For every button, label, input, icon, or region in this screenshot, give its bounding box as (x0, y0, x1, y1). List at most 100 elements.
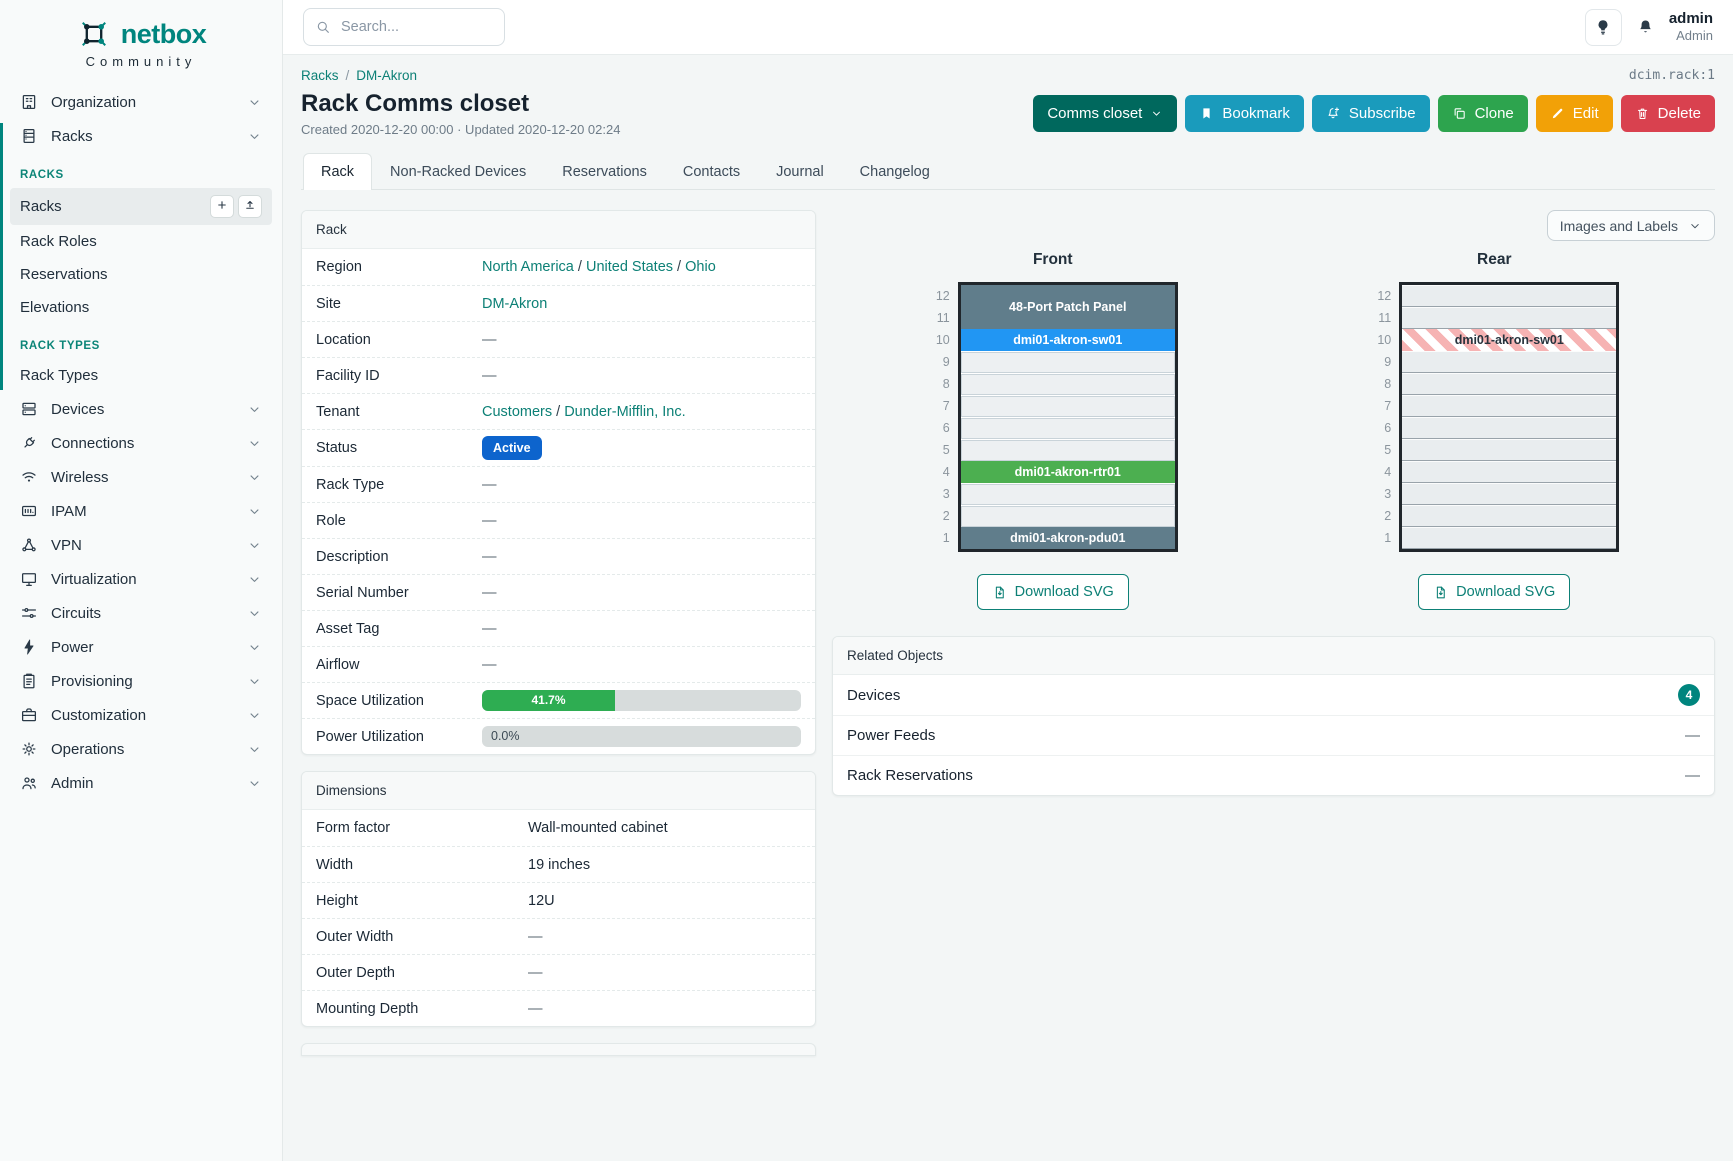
logo-text: netbox (120, 18, 207, 49)
breadcrumb-link-dm-akron[interactable]: DM-Akron (356, 68, 418, 83)
sidebar-item-rack-roles[interactable]: Rack Roles (20, 233, 97, 250)
sidebar-item-reservations[interactable]: Reservations (20, 266, 108, 283)
tab-non-racked-devices[interactable]: Non-Racked Devices (390, 164, 527, 180)
netbox-logo[interactable]: netbox (0, 0, 282, 52)
rack-unit-slot (960, 351, 1175, 373)
unit-number: 2 (1384, 509, 1392, 523)
bookmark-button[interactable]: Bookmark (1185, 95, 1304, 132)
rack-unit-slot (1402, 439, 1617, 461)
rack-unit-slot (1402, 395, 1617, 417)
power-icon (20, 638, 38, 656)
theme-toggle-button[interactable] (1584, 8, 1622, 46)
expanded-menu-group: Racks RACKS Racks Rack Roles Reservations Ele… (0, 119, 272, 392)
sidebar-item-provisioning[interactable]: Provisioning (10, 664, 272, 698)
clone-button[interactable]: Clone (1437, 95, 1528, 132)
user-role: Admin (1676, 28, 1713, 44)
sidebar-item-devices[interactable]: Devices (10, 392, 272, 426)
rear-rack: dmi01-akron-sw01 (1399, 282, 1620, 552)
unit-number: 5 (1384, 443, 1392, 457)
rack-unit-slot (1402, 307, 1617, 329)
sidebar-item-power[interactable]: Power (10, 630, 272, 664)
tab-reservations[interactable]: Reservations (562, 164, 647, 180)
sidebar-item-elevations[interactable]: Elevations (20, 299, 90, 316)
front-rack: 48-Port Patch Panel dmi01-akron-sw01 dmi01… (957, 282, 1178, 552)
user-menu[interactable]: admin Admin (1669, 10, 1713, 45)
edit-button[interactable]: Edit (1535, 95, 1613, 132)
rack-unit-slot (1402, 461, 1617, 483)
attr-link-dm-akron[interactable]: DM-Akron (482, 295, 548, 312)
chevron-down-icon (247, 402, 262, 417)
rack-unit-slot (960, 395, 1175, 417)
subscribe-button[interactable]: Subscribe (1311, 95, 1430, 132)
sidebar-item-racks[interactable]: Racks (10, 188, 272, 225)
rack-selector-dropdown[interactable]: Comms closet (1033, 95, 1178, 132)
provisioning-icon (20, 672, 38, 690)
sidebar-item-wireless[interactable]: Wireless (10, 460, 272, 494)
tab-changelog[interactable]: Changelog (859, 164, 930, 180)
rear-elevation-block: Rear 12 11 10 9 8 7 6 5 4 3 2 1 dmi01-akron-sw01 Do… (1274, 243, 1716, 610)
breadcrumb-link-racks[interactable]: Racks (301, 68, 339, 83)
trash-icon (1635, 106, 1650, 121)
download-svg-front-button[interactable]: Download SVG (976, 574, 1129, 610)
rack-device-dmi01-akron-rtr01[interactable]: dmi01-akron-rtr01 (960, 461, 1175, 483)
sidebar-item-circuits[interactable]: Circuits (10, 596, 272, 630)
related-row-rack-reservations[interactable]: Rack Reservations — (833, 755, 1714, 795)
unit-number: 10 (935, 333, 950, 347)
rack-unit-slot (1402, 351, 1617, 373)
plus-button[interactable] (210, 195, 234, 218)
file-download-icon (992, 585, 1007, 600)
unit-number: 6 (942, 421, 950, 435)
attr-row-outer-depth: Outer Depth — (302, 954, 815, 990)
tab-journal[interactable]: Journal (776, 164, 824, 180)
notifications-bell-icon[interactable] (1636, 18, 1655, 37)
main-area: admin Admin Racks/DM-Akron dcim.rack:1 R… (283, 0, 1733, 1161)
upload-button[interactable] (238, 195, 262, 218)
content: Rack Region North America / United States… (301, 190, 1715, 1056)
rack-device-dmi01-akron-sw01[interactable]: dmi01-akron-sw01 (1402, 329, 1617, 351)
attr-row-mounting-depth: Mounting Depth — (302, 990, 815, 1026)
attr-link-dunder-mifflin-inc[interactable]: Dunder-Mifflin, Inc. (564, 403, 686, 420)
rack-device-48-port-patch-panel[interactable]: 48-Port Patch Panel (960, 285, 1175, 329)
rack-unit-slot (960, 483, 1175, 505)
sidebar-item-ipam[interactable]: IPAM (10, 494, 272, 528)
chevron-down-icon (247, 470, 262, 485)
sidebar-item-racks[interactable]: Racks (10, 119, 272, 153)
download-svg-rear-button[interactable]: Download SVG (1418, 574, 1571, 610)
sidebar-item-virtualization[interactable]: Virtualization (10, 562, 272, 596)
attr-row-asset-tag: Asset Tag — (302, 610, 815, 646)
unit-number: 6 (1384, 421, 1392, 435)
chevron-down-icon (247, 674, 262, 689)
attr-link-customers[interactable]: Customers (482, 403, 553, 420)
sidebar-item-operations[interactable]: Operations (10, 732, 272, 766)
chevron-down-icon (247, 606, 262, 621)
sidebar-item-organization[interactable]: Organization (10, 85, 272, 119)
topbar: admin Admin (283, 0, 1733, 55)
attr-link-ohio[interactable]: Ohio (685, 259, 716, 275)
attr-link-united-states[interactable]: United States (585, 259, 674, 275)
attr-link-north-america[interactable]: North America (482, 259, 574, 275)
attr-row-width: Width 19 inches (302, 846, 815, 882)
tab-contacts[interactable]: Contacts (682, 164, 741, 180)
attr-row-status: Status Active (302, 429, 815, 466)
devices-icon (20, 400, 38, 418)
attr-row-form-factor: Form factor Wall-mounted cabinet (316, 820, 668, 836)
chevron-down-icon (1150, 107, 1163, 120)
related-row-devices[interactable]: Devices 4 (833, 675, 1714, 715)
search-box[interactable] (303, 8, 505, 46)
attr-row-rack-type: Rack Type — (302, 466, 815, 502)
sidebar-item-rack-types[interactable]: Rack Types (20, 367, 99, 384)
action-buttons: Comms closet Bookmark Subscribe Clone (1033, 95, 1715, 132)
chevron-down-icon (247, 95, 262, 110)
sidebar-item-vpn[interactable]: VPN (10, 528, 272, 562)
rack-device-dmi01-akron-sw01[interactable]: dmi01-akron-sw01 (960, 329, 1175, 351)
related-row-power-feeds[interactable]: Power Feeds — (833, 715, 1714, 755)
delete-button[interactable]: Delete (1620, 95, 1715, 132)
rack-device-dmi01-akron-pdu01[interactable]: dmi01-akron-pdu01 (960, 527, 1175, 549)
virtualization-icon (20, 570, 38, 588)
sidebar-item-customization[interactable]: Customization (10, 698, 272, 732)
images-labels-select[interactable]: Images and Labels (1546, 210, 1715, 241)
sidebar-item-connections[interactable]: Connections (10, 426, 272, 460)
tab-rack[interactable]: Rack (303, 153, 373, 190)
search-input[interactable] (339, 18, 469, 36)
sidebar-item-admin[interactable]: Admin (10, 766, 272, 800)
